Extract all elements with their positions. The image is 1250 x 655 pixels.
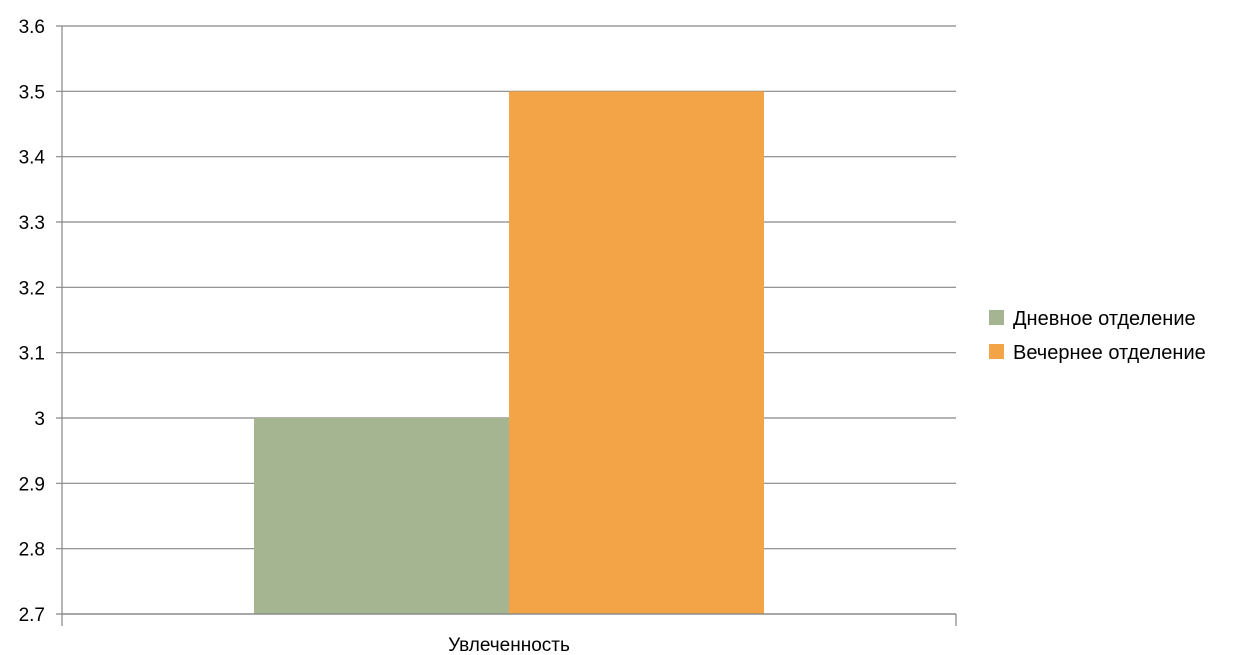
y-tick-label: 3 <box>34 409 45 430</box>
x-tick-label: Увлеченность <box>448 635 570 655</box>
bar-evening <box>509 91 764 615</box>
y-tick-label: 3.4 <box>19 148 46 169</box>
axes <box>61 26 956 626</box>
legend-label: Вечернее отделение <box>1013 342 1206 364</box>
x-tick-labels: Увлеченность <box>448 635 570 655</box>
legend-label: Дневное отделение <box>1013 308 1196 330</box>
y-tick-labels: 2.7 2.8 2.9 3 3.1 3.2 3.3 3.4 3.5 3.6 <box>19 17 46 626</box>
y-tick-label: 2.9 <box>19 474 45 495</box>
legend-swatch <box>989 310 1004 325</box>
y-tick-label: 3.5 <box>19 82 45 103</box>
gridlines <box>56 25 957 626</box>
y-tick-label: 3.6 <box>19 17 45 38</box>
y-tick-label: 3.2 <box>19 278 45 299</box>
bar-day <box>254 418 509 614</box>
legend-swatch <box>989 344 1004 359</box>
y-tick-label: 2.8 <box>19 540 45 561</box>
bars <box>254 91 764 615</box>
y-tick-label: 3.3 <box>19 213 45 234</box>
y-tick-label: 2.7 <box>19 605 45 626</box>
legend: Дневное отделение Вечернее отделение <box>989 308 1206 364</box>
y-tick-label: 3.1 <box>19 344 45 365</box>
